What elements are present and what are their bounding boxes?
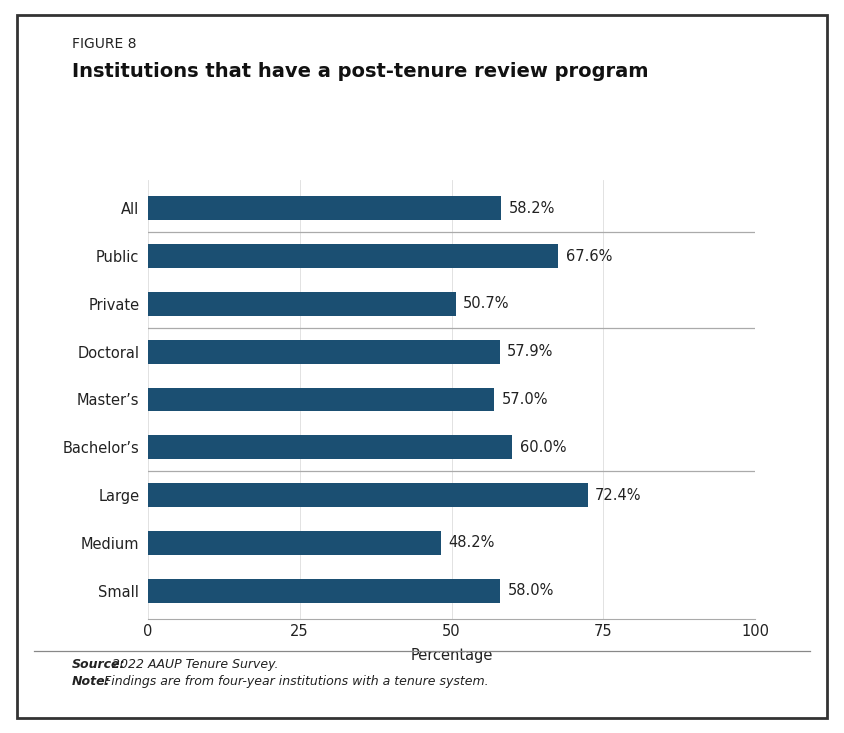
Text: 72.4%: 72.4% [595,487,641,503]
Text: Findings are from four-year institutions with a tenure system.: Findings are from four-year institutions… [104,675,489,688]
Text: 60.0%: 60.0% [520,440,566,454]
X-axis label: Percentage: Percentage [410,647,493,663]
Text: FIGURE 8: FIGURE 8 [72,37,136,51]
Bar [148,244,559,268]
Text: 48.2%: 48.2% [448,535,495,550]
Text: 50.7%: 50.7% [463,296,510,312]
Text: 2022 AAUP Tenure Survey.: 2022 AAUP Tenure Survey. [112,658,279,671]
Bar [148,531,441,555]
Text: Note:: Note: [72,675,111,688]
Text: 67.6%: 67.6% [565,248,612,264]
Text: Source:: Source: [72,658,125,671]
Bar [148,435,512,460]
Bar [148,579,500,603]
Bar [148,196,501,220]
Text: 57.0%: 57.0% [501,392,548,407]
Text: 58.2%: 58.2% [509,201,555,216]
Bar [148,483,587,507]
Text: 58.0%: 58.0% [507,583,554,598]
Bar [148,388,494,411]
Text: Institutions that have a post-tenure review program: Institutions that have a post-tenure rev… [72,62,648,81]
Bar [148,339,500,364]
Text: 57.9%: 57.9% [507,345,553,359]
Bar [148,292,456,316]
